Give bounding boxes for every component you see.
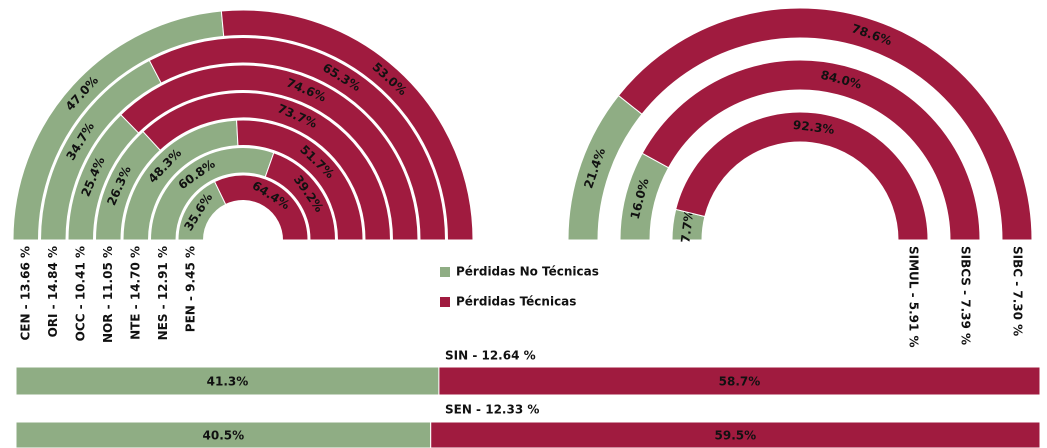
legend-label: Pérdidas No Técnicas [456,265,599,279]
ring-segment [617,7,1033,241]
bar-title: SIN - 12.64 % [445,349,536,363]
data-label: 58.7% [719,375,761,389]
ring-segment [148,37,447,241]
category-label: NOR - 11.05 % [101,246,115,343]
bar-segment [15,421,432,448]
ring-segment [220,9,474,241]
legend-label: Pérdidas Técnicas [456,295,576,309]
ring-segment [236,119,364,241]
ring-segment [264,152,337,241]
category-label: SIBCS - 7.39 % [959,246,973,345]
category-label: SIBC - 7.30 % [1011,246,1025,336]
legend: Pérdidas No Técnicas Pérdidas Técnicas [440,265,599,309]
ring-segment [213,174,309,241]
bar-title: SEN - 12.33 % [445,403,539,417]
category-label: SIMUL - 5.91 % [907,246,921,348]
category-label: CEN - 13.66 % [18,246,32,341]
category-label: PEN - 9.45 % [183,246,197,332]
legend-swatch [440,297,450,307]
ring-segment [142,92,392,241]
data-label: 40.5% [203,429,245,443]
ring-segment [675,111,929,241]
bar-segment [430,421,1041,448]
ring-segment [120,64,419,241]
bar-segment [438,366,1041,396]
ring-segment [641,59,981,241]
category-label: NTE - 14.70 % [128,246,142,340]
category-label: ORI - 14.84 % [46,246,60,337]
legend-swatch [440,267,450,277]
data-label: 41.3% [207,375,249,389]
category-label: NES - 12.91 % [156,246,170,340]
data-label: 92.3% [792,118,835,137]
data-label: 7.7% [678,209,696,244]
category-label: OCC - 10.41 % [73,246,87,341]
data-label: 59.5% [715,429,757,443]
